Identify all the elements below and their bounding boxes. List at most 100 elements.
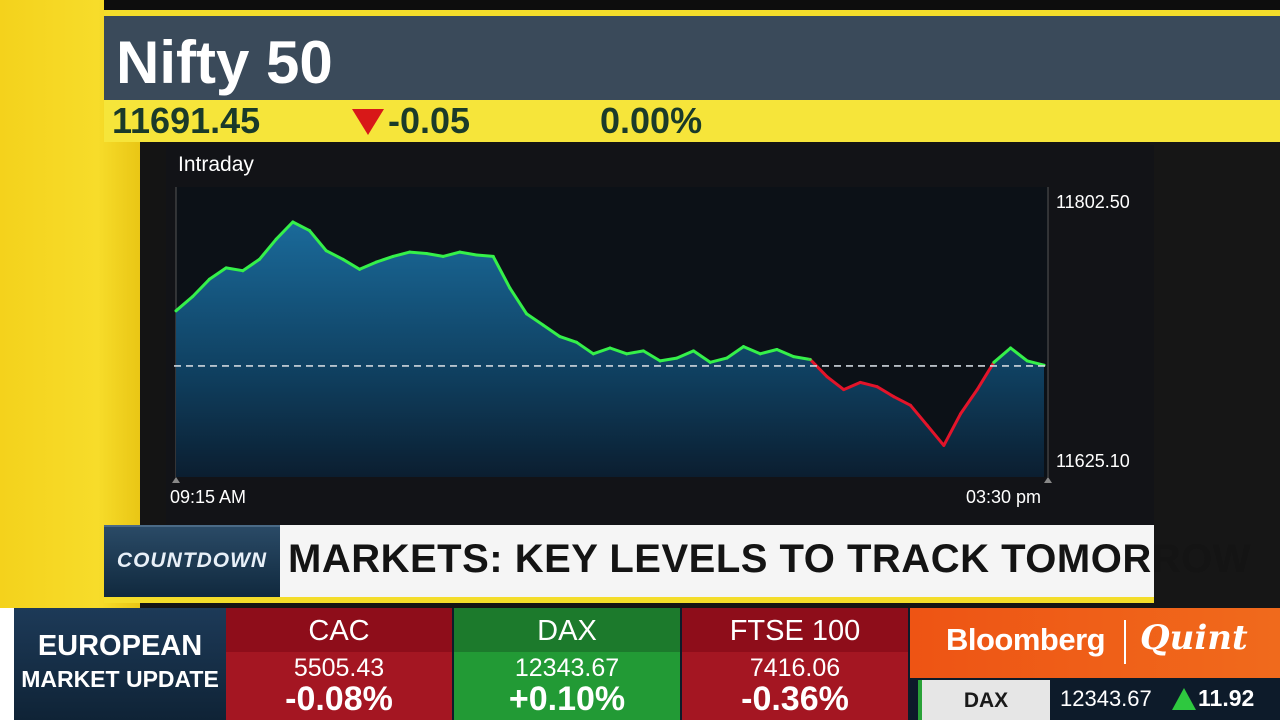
line-segment [692, 349, 712, 364]
line-segment [1025, 359, 1046, 367]
line-segment [475, 253, 495, 258]
y-low-label: 11625.10 [1056, 451, 1130, 471]
index-body [226, 652, 452, 720]
data-point [425, 252, 428, 255]
data-point [525, 312, 528, 316]
line-segment [224, 266, 245, 273]
line-segment [825, 375, 846, 392]
line-segment [992, 346, 1013, 364]
headline-text: MARKETS: KEY LEVELS TO TRACK TOMORROW [288, 537, 1251, 581]
line-segment [808, 358, 829, 379]
data-point [625, 352, 629, 356]
x-end-label: 03:30 pm [966, 487, 1041, 507]
data-point [441, 255, 445, 258]
ticker-edge [0, 608, 14, 720]
index-value: 12343.67 [514, 654, 620, 682]
european-market-label: EUROPEAN MARKET UPDATE [14, 608, 226, 720]
series-line [174, 220, 1046, 447]
x-start-label: 09:15 AM [170, 487, 246, 507]
index-value: 7416.06 [749, 654, 841, 682]
line-segment [658, 356, 679, 363]
index-cac: CAC 5505.43 -0.08% [226, 608, 452, 720]
data-point [925, 423, 929, 427]
data-point [842, 388, 846, 391]
line-segment [959, 388, 979, 416]
countdown-tag: COUNTDOWN [104, 525, 280, 597]
index-dax: DAX 12343.67 +0.10% [454, 608, 680, 720]
data-point [458, 250, 462, 254]
data-point [1025, 359, 1029, 363]
line-segment [258, 237, 278, 261]
data-point [341, 257, 345, 261]
data-point [975, 388, 979, 391]
line-segment [174, 295, 195, 313]
line-segment [274, 220, 295, 241]
data-point [408, 250, 412, 254]
line-segment [525, 312, 545, 327]
line-segment [458, 250, 478, 257]
line-segment [491, 254, 512, 290]
title-bar: Nifty 50 [104, 10, 1280, 100]
data-point [358, 267, 361, 271]
brand-logo: Bloomberg Quint [910, 608, 1280, 678]
data-point [558, 335, 562, 338]
line-segment [358, 260, 378, 271]
line-segment [875, 385, 896, 399]
mini-ticker-name: DAX [963, 689, 1009, 712]
chart-label: Intraday [178, 153, 254, 176]
line-segment [758, 348, 779, 356]
line-segment [858, 380, 879, 389]
intraday-chart: 11802.50 11625.10 09:15 AM 03:30 pm [170, 187, 1130, 507]
index-change: -0.36% [741, 680, 849, 718]
right-axis-marker-icon [1044, 477, 1052, 483]
index-ftse: FTSE 100 7416.06 -0.36% [682, 608, 908, 720]
data-point [808, 358, 812, 361]
line-segment [191, 277, 211, 298]
mini-ticker-name-box: DAX [918, 680, 1050, 720]
data-point [909, 403, 912, 407]
line-segment [575, 340, 595, 356]
data-point [224, 266, 228, 270]
data-point [258, 257, 261, 261]
index-name: CAC [226, 608, 452, 652]
mini-ticker-change: 11.92 [1198, 685, 1255, 711]
left-axis-marker-icon [172, 477, 180, 483]
index-change: +0.10% [508, 680, 626, 718]
data-point [992, 360, 996, 364]
index-title: Nifty 50 [116, 29, 333, 96]
data-point [742, 345, 745, 348]
line-segment [341, 257, 362, 271]
line-segment [424, 252, 445, 258]
data-point [642, 349, 645, 353]
data-point [892, 395, 896, 399]
data-point [374, 260, 378, 264]
data-point [692, 349, 695, 353]
line-segment [408, 250, 428, 255]
brand-part1: Bloomberg [946, 622, 1106, 657]
data-point [575, 340, 578, 344]
index-body [682, 652, 908, 720]
index-name: FTSE 100 [682, 608, 908, 652]
data-point [475, 253, 478, 257]
euro-label-line1: EUROPEAN [37, 630, 203, 662]
line-segment [207, 266, 228, 281]
line-segment [324, 249, 345, 261]
brand-divider [1124, 620, 1126, 664]
intraday-chart-panel: 11802.50 11625.10 09:15 AM 03:30 pm Intr… [166, 145, 1154, 525]
line-segment [725, 345, 745, 360]
index-name: DAX [454, 608, 680, 652]
line-segment [909, 403, 929, 427]
data-point [274, 237, 278, 241]
line-segment [641, 349, 662, 363]
data-point [174, 309, 178, 313]
data-point [541, 323, 545, 327]
line-segment [291, 220, 311, 233]
line-segment [508, 286, 528, 316]
line-segment [925, 423, 946, 447]
line-segment [675, 349, 695, 360]
line-segment [591, 346, 612, 356]
data-point [725, 356, 729, 360]
data-point [875, 385, 879, 389]
mini-ticker-value: 12343.67 [1060, 686, 1152, 711]
headline-box: MARKETS: KEY LEVELS TO TRACK TOMORROW [280, 525, 1250, 597]
